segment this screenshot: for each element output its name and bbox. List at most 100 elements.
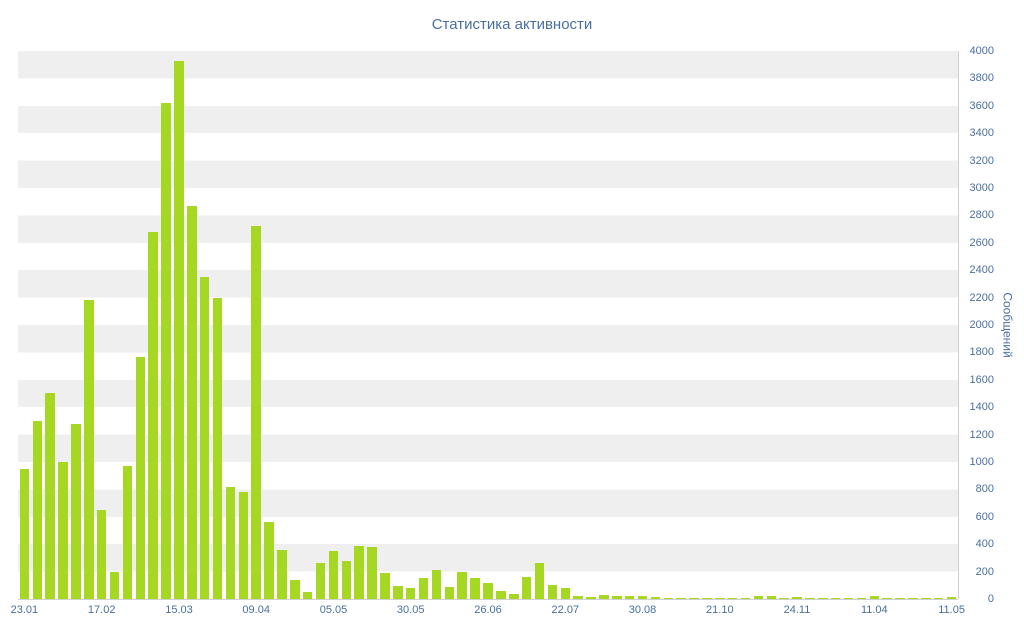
- bar[interactable]: [277, 550, 287, 599]
- x-axis-tick-label: 05.05: [319, 604, 348, 616]
- x-axis-tick-label: 11.04: [860, 604, 888, 616]
- bar[interactable]: [109, 572, 120, 599]
- bar[interactable]: [496, 591, 506, 599]
- bar[interactable]: [122, 466, 133, 599]
- x-axis-tick-label: 26.06: [474, 604, 502, 616]
- bar[interactable]: [869, 596, 880, 599]
- bar[interactable]: [187, 206, 197, 599]
- bar[interactable]: [534, 563, 545, 599]
- bar[interactable]: [148, 232, 158, 599]
- y-axis-tick-label: 2000: [969, 319, 994, 331]
- y-axis-tick-label: 3800: [969, 72, 994, 85]
- bar[interactable]: [689, 598, 699, 599]
- bar[interactable]: [715, 598, 725, 599]
- bar[interactable]: [676, 598, 686, 599]
- y-axis-title-wrap: Сообщений: [998, 51, 1018, 599]
- x-axis-tick-label: 21.10: [706, 604, 734, 616]
- bar[interactable]: [483, 583, 493, 599]
- x-axis-tick-label: 15.03: [165, 604, 193, 616]
- bar[interactable]: [315, 563, 326, 599]
- bar[interactable]: [663, 598, 674, 599]
- y-axis-tick-label: 1400: [969, 401, 994, 414]
- bar[interactable]: [225, 487, 236, 599]
- bar[interactable]: [19, 469, 30, 599]
- y-axis-tick-label: 600: [975, 510, 994, 523]
- x-axis-tick-label: 11.05: [938, 604, 965, 616]
- x-axis-tick-label: 22.07: [551, 604, 580, 616]
- bar[interactable]: [32, 421, 43, 599]
- bar[interactable]: [135, 357, 146, 599]
- bar[interactable]: [431, 570, 442, 599]
- y-axis-tick-label: 2600: [969, 236, 994, 249]
- bar[interactable]: [380, 573, 390, 599]
- x-axis-tick-label: 23.01: [10, 604, 39, 616]
- bar[interactable]: [586, 597, 596, 599]
- bar[interactable]: [264, 522, 274, 599]
- bar[interactable]: [45, 393, 55, 599]
- bar[interactable]: [405, 588, 416, 599]
- x-axis-line: [18, 599, 958, 600]
- bar[interactable]: [933, 598, 944, 599]
- bar[interactable]: [599, 595, 609, 599]
- y-axis-line: [958, 51, 959, 599]
- bar[interactable]: [328, 551, 339, 599]
- bar[interactable]: [946, 597, 957, 599]
- bar[interactable]: [779, 598, 789, 599]
- bar[interactable]: [444, 587, 455, 599]
- bar[interactable]: [161, 103, 171, 599]
- y-axis-tick-label: 1000: [969, 456, 994, 468]
- bar[interactable]: [212, 298, 223, 599]
- bar[interactable]: [573, 596, 583, 599]
- bar[interactable]: [251, 226, 261, 599]
- bar[interactable]: [740, 598, 751, 599]
- y-axis-tick-label: 800: [975, 483, 994, 496]
- bar[interactable]: [84, 300, 94, 599]
- bar[interactable]: [805, 598, 815, 599]
- bar[interactable]: [702, 598, 712, 599]
- bar[interactable]: [457, 572, 467, 599]
- bar[interactable]: [96, 510, 107, 599]
- bar[interactable]: [843, 598, 854, 599]
- x-axis-tick-label: 24.11: [783, 604, 811, 616]
- bar[interactable]: [753, 596, 764, 599]
- plot-area: [18, 51, 958, 599]
- bar[interactable]: [547, 585, 558, 599]
- bar[interactable]: [354, 546, 364, 599]
- y-axis-tick-label: 1600: [969, 373, 994, 386]
- x-axis-tick-label: 17.02: [87, 604, 116, 616]
- bar[interactable]: [921, 598, 931, 599]
- y-axis-tick-label: 4000: [969, 45, 994, 57]
- bar[interactable]: [174, 61, 184, 599]
- bar[interactable]: [238, 492, 249, 599]
- bar[interactable]: [341, 561, 352, 599]
- bar[interactable]: [560, 588, 571, 599]
- bar[interactable]: [856, 598, 867, 599]
- bar[interactable]: [470, 578, 480, 599]
- bar[interactable]: [302, 592, 313, 599]
- bar[interactable]: [830, 598, 841, 599]
- bar[interactable]: [58, 462, 68, 599]
- bar[interactable]: [367, 547, 377, 599]
- bar[interactable]: [624, 596, 635, 599]
- y-axis-tick-label: 3600: [969, 99, 994, 112]
- bar[interactable]: [521, 577, 532, 599]
- bar[interactable]: [727, 598, 738, 599]
- bar[interactable]: [508, 594, 519, 599]
- bar[interactable]: [612, 596, 622, 599]
- bar[interactable]: [882, 598, 892, 599]
- bar[interactable]: [418, 578, 429, 599]
- bar[interactable]: [908, 598, 918, 599]
- bar[interactable]: [290, 580, 300, 599]
- bar[interactable]: [818, 598, 828, 599]
- bar[interactable]: [637, 596, 648, 599]
- bar[interactable]: [895, 598, 905, 599]
- bar[interactable]: [199, 277, 210, 599]
- y-axis: 0 200 400 600 800 1000 1200 1400 1600 1800 2000 220…: [962, 0, 994, 640]
- bar[interactable]: [650, 597, 661, 599]
- bar[interactable]: [71, 424, 81, 599]
- bar[interactable]: [792, 597, 802, 599]
- y-axis-tick-label: 400: [975, 538, 994, 551]
- bar[interactable]: [393, 586, 403, 599]
- bar[interactable]: [766, 596, 777, 599]
